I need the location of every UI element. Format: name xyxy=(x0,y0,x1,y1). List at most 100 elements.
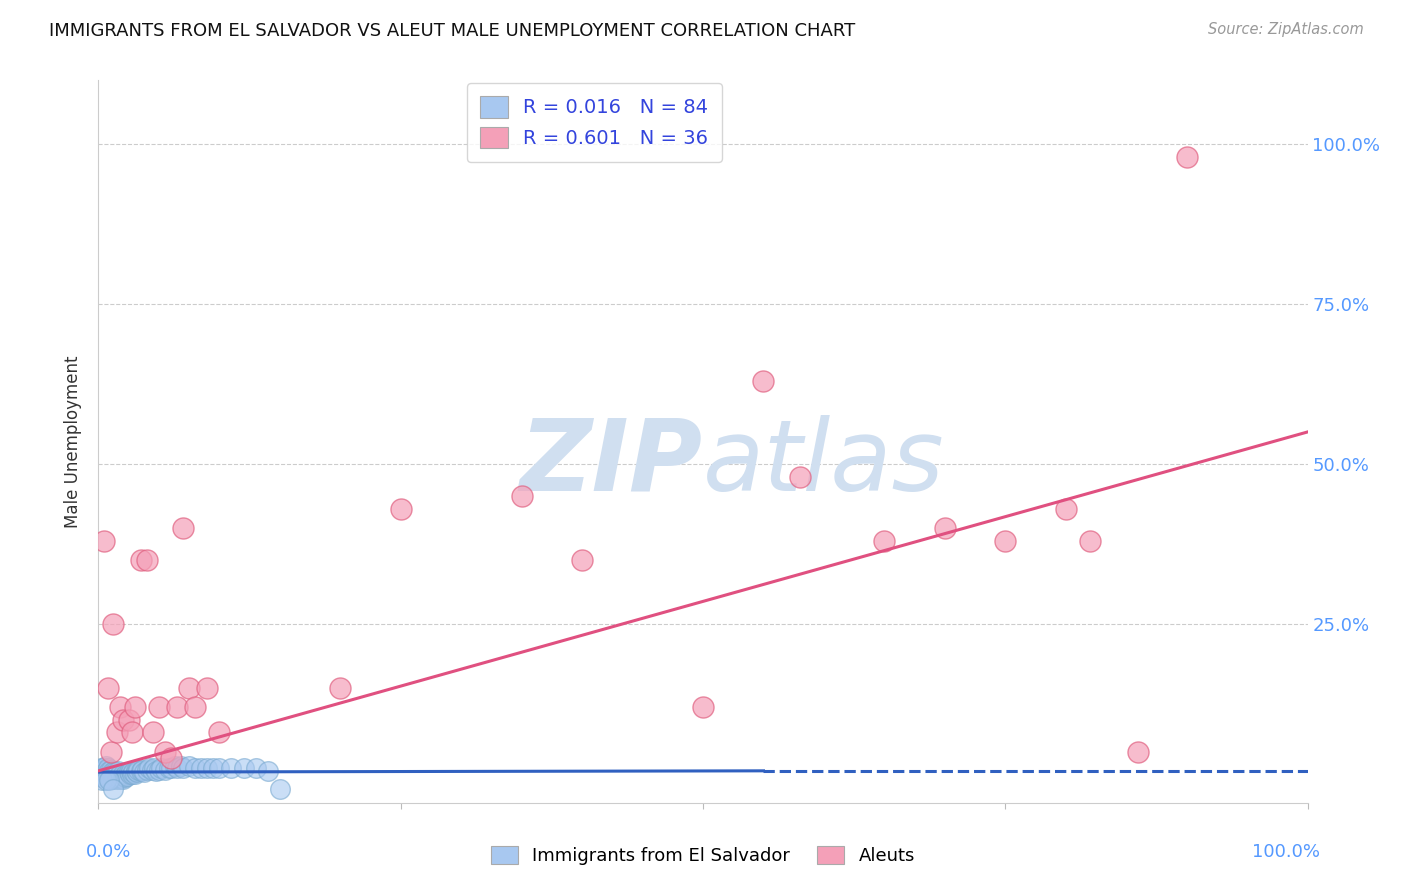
Point xyxy=(142,725,165,739)
Point xyxy=(135,763,157,777)
Text: IMMIGRANTS FROM EL SALVADOR VS ALEUT MALE UNEMPLOYMENT CORRELATION CHART: IMMIGRANTS FROM EL SALVADOR VS ALEUT MAL… xyxy=(49,22,855,40)
Point xyxy=(101,781,124,796)
Point xyxy=(873,533,896,548)
Point xyxy=(160,751,183,765)
Point xyxy=(100,763,122,777)
Point xyxy=(101,616,124,631)
Point xyxy=(160,761,183,775)
Point xyxy=(1175,150,1198,164)
Point xyxy=(143,761,166,775)
Point xyxy=(129,553,152,567)
Point xyxy=(105,772,128,786)
Point xyxy=(127,763,149,777)
Legend: R = 0.016   N = 84, R = 0.601   N = 36: R = 0.016 N = 84, R = 0.601 N = 36 xyxy=(467,83,721,162)
Point xyxy=(389,501,412,516)
Point xyxy=(100,745,122,759)
Point xyxy=(93,769,115,783)
Point xyxy=(97,770,120,784)
Point xyxy=(91,767,114,781)
Point xyxy=(245,761,267,775)
Point xyxy=(153,763,176,777)
Point xyxy=(100,770,122,784)
Point xyxy=(153,745,176,759)
Point xyxy=(98,764,121,778)
Text: 0.0%: 0.0% xyxy=(86,843,132,861)
Point xyxy=(329,681,352,695)
Point xyxy=(124,699,146,714)
Point xyxy=(789,469,811,483)
Point xyxy=(90,767,112,781)
Point xyxy=(93,533,115,548)
Point xyxy=(100,765,122,780)
Point xyxy=(91,761,114,775)
Point xyxy=(94,773,117,788)
Point xyxy=(90,761,112,775)
Point xyxy=(138,761,160,775)
Point xyxy=(232,761,254,775)
Point xyxy=(208,761,231,775)
Point xyxy=(125,764,148,778)
Point xyxy=(195,681,218,695)
Point xyxy=(101,767,124,781)
Point xyxy=(103,770,125,784)
Point xyxy=(179,758,201,772)
Point xyxy=(100,767,122,781)
Point xyxy=(131,763,153,777)
Point xyxy=(98,773,121,788)
Point xyxy=(208,725,231,739)
Point xyxy=(269,781,291,796)
Point xyxy=(150,761,173,775)
Point xyxy=(114,770,136,784)
Point xyxy=(111,713,134,727)
Point xyxy=(118,767,141,781)
Point xyxy=(510,489,533,503)
Point xyxy=(117,769,139,783)
Text: 100.0%: 100.0% xyxy=(1251,843,1320,861)
Point xyxy=(93,763,115,777)
Point xyxy=(112,769,135,783)
Point xyxy=(108,699,131,714)
Point xyxy=(172,761,194,775)
Point xyxy=(111,767,134,781)
Point xyxy=(94,765,117,780)
Point xyxy=(179,681,201,695)
Point xyxy=(166,761,188,775)
Point xyxy=(571,553,593,567)
Point xyxy=(104,769,127,783)
Point xyxy=(190,761,212,775)
Point xyxy=(166,699,188,714)
Point xyxy=(91,773,114,788)
Point xyxy=(122,765,145,780)
Point xyxy=(89,764,111,778)
Point xyxy=(1078,533,1101,548)
Point xyxy=(256,764,278,778)
Point xyxy=(121,725,143,739)
Point xyxy=(108,769,131,783)
Point xyxy=(103,764,125,778)
Point xyxy=(98,769,121,783)
Point xyxy=(105,725,128,739)
Point xyxy=(157,761,180,775)
Point xyxy=(111,772,134,786)
Point xyxy=(135,553,157,567)
Point xyxy=(100,772,122,786)
Point xyxy=(107,764,129,778)
Point xyxy=(104,765,127,780)
Point xyxy=(184,699,207,714)
Point xyxy=(134,765,156,780)
Point xyxy=(145,764,167,778)
Point xyxy=(148,763,170,777)
Point xyxy=(108,772,131,786)
Point xyxy=(692,699,714,714)
Point xyxy=(94,758,117,772)
Point xyxy=(105,767,128,781)
Point xyxy=(97,681,120,695)
Y-axis label: Male Unemployment: Male Unemployment xyxy=(65,355,83,528)
Point xyxy=(121,767,143,781)
Point xyxy=(91,770,114,784)
Point xyxy=(172,521,194,535)
Point xyxy=(118,765,141,780)
Point xyxy=(108,767,131,781)
Point xyxy=(163,758,186,772)
Point xyxy=(934,521,956,535)
